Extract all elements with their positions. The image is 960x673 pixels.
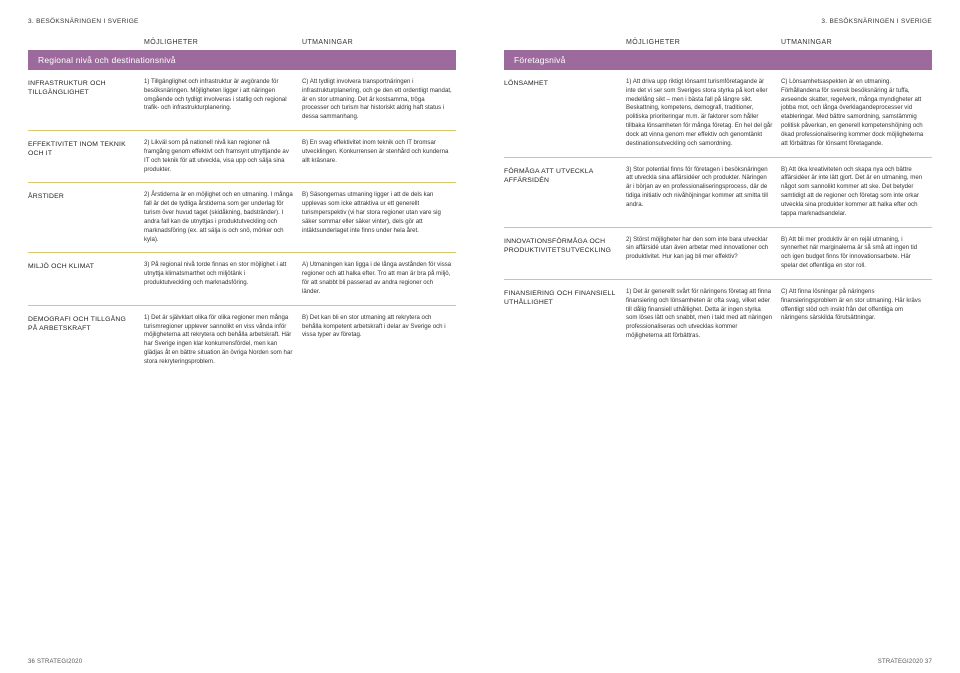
cell-opp: 2) Årstiderna är en möjlighet och en utm… xyxy=(140,191,298,244)
header-opportunities: MÖJLIGHETER xyxy=(622,39,777,46)
table-row: EFFEKTIVITET INOM TEKNIK OCH IT 2) Likvä… xyxy=(28,131,456,183)
header-challenges: UTMANINGAR xyxy=(777,39,932,46)
cell-opp: 1) Tillgänglighet och infrastruktur är a… xyxy=(140,78,298,122)
header-challenges: UTMANINGAR xyxy=(298,39,456,46)
row-label: INNOVATIONSFÖRMÅGA OCH PRODUKTIVITETSUTV… xyxy=(504,236,622,271)
table-row: FINANSIERING OCH FINANSIELL UTHÅLLIGHET … xyxy=(504,280,932,349)
header-spacer xyxy=(28,39,140,46)
table-row: LÖNSAMHET 1) Att driva upp riktigt lönsa… xyxy=(504,70,932,158)
cell-chal: B) Det kan bli en stor utmaning att rekr… xyxy=(298,314,456,367)
cell-chal: C) Lönsamhetsaspekten är en utmaning. Fö… xyxy=(777,78,932,149)
cell-opp: 2) Störst möjligheter har den som inte b… xyxy=(622,236,777,271)
cell-chal: B) Att öka kreativiteten och skapa nya o… xyxy=(777,166,932,219)
chapter-heading: 3. BESÖKSNÄRINGEN I SVERIGE xyxy=(504,18,932,25)
chapter-heading: 3. BESÖKSNÄRINGEN I SVERIGE xyxy=(28,18,456,25)
row-label: EFFEKTIVITET INOM TEKNIK OCH IT xyxy=(28,139,140,174)
row-label: DEMOGRAFI OCH TILLGÅNG PÅ ARBETSKRAFT xyxy=(28,314,140,367)
level-bar-regional: Regional nivå och destinationsnivå xyxy=(28,50,456,70)
row-label: FÖRMÅGA ATT UTVECKLA AFFÄRSIDÉN xyxy=(504,166,622,219)
cell-chal: A) Utmaningen kan ligga i de långa avstå… xyxy=(298,261,456,296)
rows-left: INFRASTRUKTUR OCH TILLGÄNGLIGHET 1) Till… xyxy=(28,70,456,375)
cell-opp: 3) Stor potential finns för företagen i … xyxy=(622,166,777,219)
table-row: DEMOGRAFI OCH TILLGÅNG PÅ ARBETSKRAFT 1)… xyxy=(28,306,456,375)
table-row: MILJÖ OCH KLIMAT 3) På regional nivå tor… xyxy=(28,253,456,305)
rows-right: LÖNSAMHET 1) Att driva upp riktigt lönsa… xyxy=(504,70,932,349)
two-page-spread: 3. BESÖKSNÄRINGEN I SVERIGE MÖJLIGHETER … xyxy=(0,0,960,673)
cell-opp: 3) På regional nivå torde finnas en stor… xyxy=(140,261,298,296)
cell-chal: C) Att tydligt involvera transportnäring… xyxy=(298,78,456,122)
table-row: INFRASTRUKTUR OCH TILLGÄNGLIGHET 1) Till… xyxy=(28,70,456,131)
table-row: INNOVATIONSFÖRMÅGA OCH PRODUKTIVITETSUTV… xyxy=(504,228,932,280)
page-left: 3. BESÖKSNÄRINGEN I SVERIGE MÖJLIGHETER … xyxy=(0,0,480,673)
row-label: LÖNSAMHET xyxy=(504,78,622,149)
row-label: INFRASTRUKTUR OCH TILLGÄNGLIGHET xyxy=(28,78,140,122)
row-label: ÅRSTIDER xyxy=(28,191,140,244)
cell-opp: 1) Det är självklart olika för olika reg… xyxy=(140,314,298,367)
column-headers-right: MÖJLIGHETER UTMANINGAR xyxy=(504,39,932,46)
footer-right: STRATEGI2020 37 xyxy=(878,659,932,665)
cell-chal: B) Säsongernas utmaning ligger i att de … xyxy=(298,191,456,244)
footer-left: 36 STRATEGI2020 xyxy=(28,659,82,665)
page-right: 3. BESÖKSNÄRINGEN I SVERIGE MÖJLIGHETER … xyxy=(480,0,960,673)
row-label: MILJÖ OCH KLIMAT xyxy=(28,261,140,296)
level-bar-company: Företagsnivå xyxy=(504,50,932,70)
cell-chal: B) Att bli mer produktiv är en rejäl utm… xyxy=(777,236,932,271)
cell-opp: 2) Likväl som på nationell nivå kan regi… xyxy=(140,139,298,174)
table-row: FÖRMÅGA ATT UTVECKLA AFFÄRSIDÉN 3) Stor … xyxy=(504,158,932,228)
cell-chal: B) En svag effektivitet inom teknik och … xyxy=(298,139,456,174)
header-opportunities: MÖJLIGHETER xyxy=(140,39,298,46)
column-headers-left: MÖJLIGHETER UTMANINGAR xyxy=(28,39,456,46)
row-label: FINANSIERING OCH FINANSIELL UTHÅLLIGHET xyxy=(504,288,622,341)
cell-opp: 1) Det är generellt svårt för näringens … xyxy=(622,288,777,341)
cell-chal: C) Att finna lösningar på näringens fina… xyxy=(777,288,932,341)
cell-opp: 1) Att driva upp riktigt lönsamt turismf… xyxy=(622,78,777,149)
table-row: ÅRSTIDER 2) Årstiderna är en möjlighet o… xyxy=(28,183,456,253)
header-spacer xyxy=(504,39,622,46)
